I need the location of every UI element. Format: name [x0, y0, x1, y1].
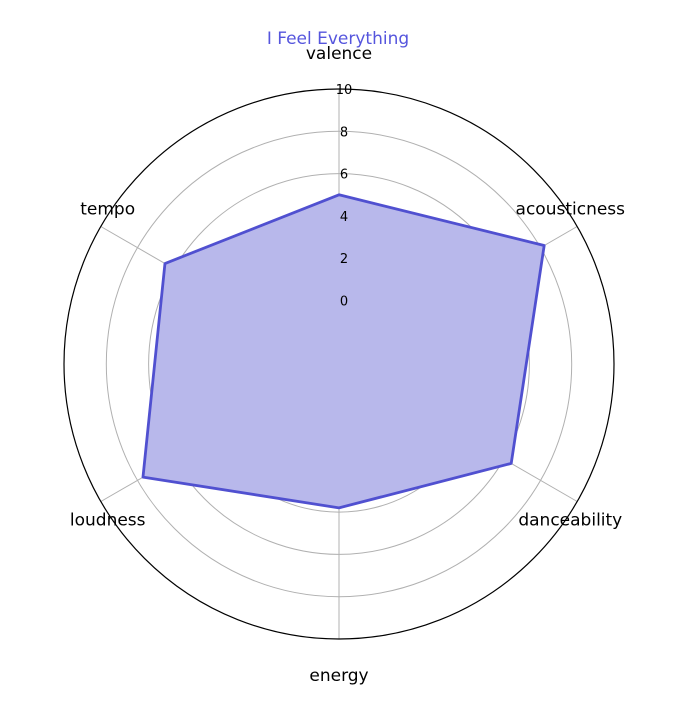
axis-label-energy: energy — [309, 666, 368, 686]
outer-frame — [63, 88, 615, 640]
data-layer — [141, 193, 546, 510]
axis-label-tempo: tempo — [80, 200, 135, 220]
r-tick-label-4: 4 — [340, 210, 348, 225]
axis-label-valence: valence — [306, 44, 372, 64]
axis-label-acousticness: acousticness — [516, 200, 626, 220]
r-tick-label-10: 10 — [336, 83, 353, 98]
r-tick-label-8: 8 — [340, 125, 348, 140]
label-layer: valence acousticness danceability energy lou… — [70, 44, 625, 686]
chart-title: I Feel Everything — [267, 29, 409, 49]
series-line — [141, 193, 546, 510]
axis-label-danceability: danceability — [518, 511, 622, 531]
tick-layer: 0 2 4 6 8 10 — [336, 83, 353, 310]
r-tick-label-0: 0 — [340, 295, 348, 310]
r-tick-label-6: 6 — [340, 168, 348, 183]
r-tick-label-2: 2 — [340, 252, 348, 267]
series-area — [142, 194, 545, 508]
axis-label-loudness: loudness — [70, 511, 146, 531]
